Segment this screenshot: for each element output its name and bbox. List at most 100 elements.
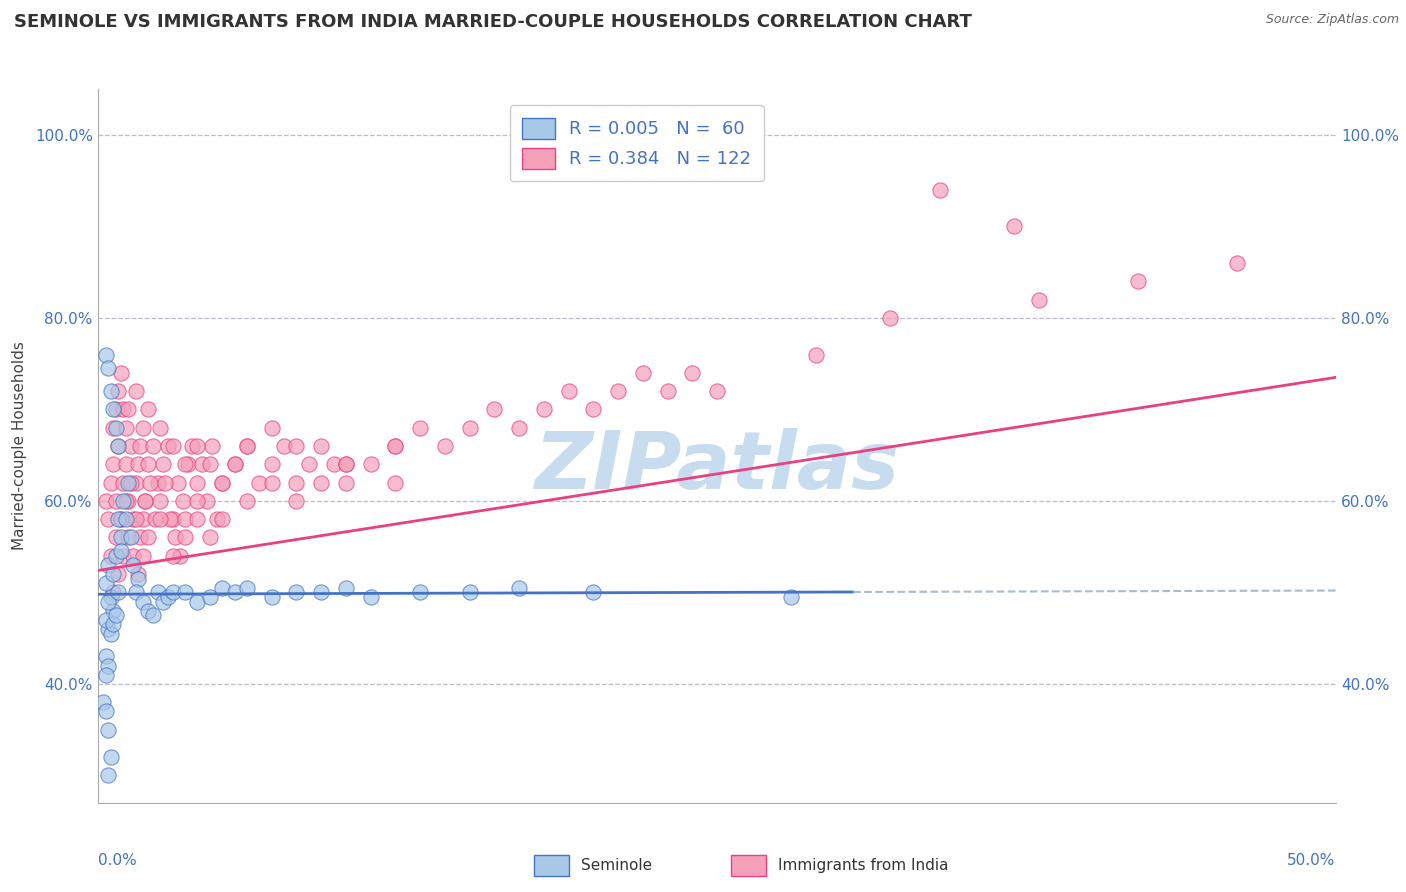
Point — [162, 439, 184, 453]
Point — [112, 402, 135, 417]
Point — [198, 590, 221, 604]
Point — [146, 585, 169, 599]
Point — [134, 494, 156, 508]
Point — [112, 549, 135, 563]
Point — [928, 183, 950, 197]
Point — [195, 494, 218, 508]
Point — [384, 439, 406, 453]
Point — [335, 581, 357, 595]
Point — [97, 658, 120, 673]
Text: ZIPatlas: ZIPatlas — [534, 428, 900, 507]
Point — [657, 384, 679, 398]
Point — [104, 549, 127, 563]
Point — [132, 420, 155, 434]
Text: Source: ZipAtlas.com: Source: ZipAtlas.com — [1265, 13, 1399, 27]
Point — [309, 439, 332, 453]
Point — [169, 549, 191, 563]
Y-axis label: Married-couple Households: Married-couple Households — [11, 342, 27, 550]
Point — [107, 512, 129, 526]
Point — [142, 439, 165, 453]
Point — [458, 420, 481, 434]
Point — [174, 458, 197, 472]
Point — [127, 572, 149, 586]
Point — [124, 585, 146, 599]
Point — [127, 567, 149, 582]
Point — [804, 347, 827, 361]
Point — [122, 549, 145, 563]
Point — [117, 531, 139, 545]
Point — [110, 512, 132, 526]
Point — [100, 384, 122, 398]
Point — [156, 590, 179, 604]
Point — [176, 458, 198, 472]
Point — [103, 604, 125, 618]
Point — [114, 420, 136, 434]
Point — [117, 402, 139, 417]
Text: Seminole: Seminole — [581, 858, 652, 872]
Point — [122, 558, 145, 572]
Point — [97, 361, 120, 376]
Point — [132, 549, 155, 563]
Point — [162, 512, 184, 526]
FancyBboxPatch shape — [534, 855, 569, 876]
Point — [201, 439, 224, 453]
Point — [94, 704, 117, 718]
Point — [103, 402, 125, 417]
FancyBboxPatch shape — [731, 855, 766, 876]
Point — [100, 549, 122, 563]
Point — [97, 768, 120, 782]
Text: 0.0%: 0.0% — [98, 853, 138, 868]
Point — [165, 531, 187, 545]
Point — [124, 384, 146, 398]
Point — [159, 512, 181, 526]
Point — [103, 567, 125, 582]
Point — [285, 494, 308, 508]
Point — [112, 494, 135, 508]
Point — [104, 608, 127, 623]
Point — [174, 512, 197, 526]
Point — [146, 475, 169, 490]
Text: 50.0%: 50.0% — [1288, 853, 1336, 868]
Point — [114, 512, 136, 526]
Point — [780, 590, 803, 604]
Point — [706, 384, 728, 398]
Point — [97, 558, 120, 572]
Point — [335, 458, 357, 472]
Point — [110, 544, 132, 558]
Point — [322, 458, 344, 472]
Point — [93, 695, 115, 709]
Point — [139, 475, 162, 490]
Point — [273, 439, 295, 453]
Point — [103, 585, 125, 599]
Point — [100, 626, 122, 640]
Point — [104, 494, 127, 508]
Point — [120, 475, 142, 490]
Point — [309, 475, 332, 490]
Point — [681, 366, 703, 380]
Point — [156, 439, 179, 453]
Point — [94, 576, 117, 591]
Point — [114, 458, 136, 472]
Point — [285, 475, 308, 490]
Point — [198, 531, 221, 545]
Point — [186, 439, 208, 453]
Point — [191, 458, 214, 472]
Point — [142, 608, 165, 623]
Point — [107, 439, 129, 453]
Point — [335, 458, 357, 472]
Point — [224, 458, 246, 472]
Point — [94, 613, 117, 627]
Point — [124, 475, 146, 490]
Point — [94, 347, 117, 361]
Point — [100, 475, 122, 490]
Point — [484, 402, 506, 417]
Point — [205, 512, 228, 526]
Point — [174, 585, 197, 599]
Point — [152, 594, 174, 608]
Point — [236, 439, 259, 453]
Point — [97, 622, 120, 636]
Point — [360, 590, 382, 604]
Point — [103, 458, 125, 472]
Point — [1002, 219, 1025, 234]
Point — [132, 594, 155, 608]
